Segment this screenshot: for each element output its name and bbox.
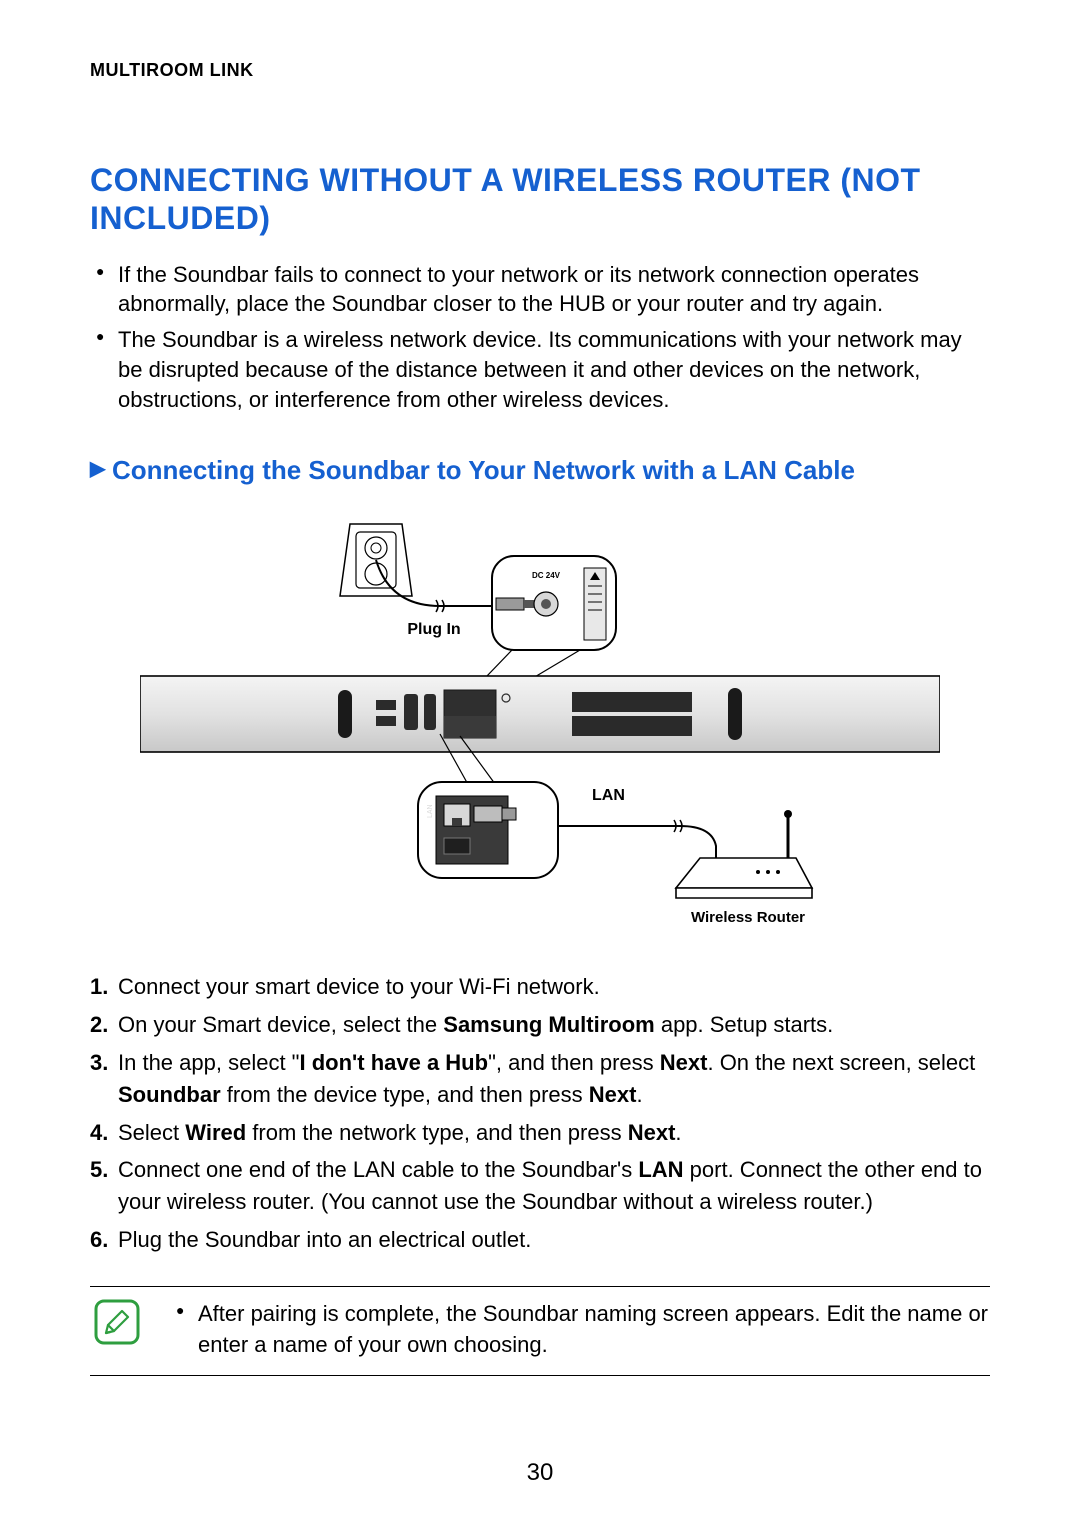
router-label: Wireless Router xyxy=(691,909,805,926)
soundbar-icon xyxy=(140,676,940,752)
intro-bullet: If the Soundbar fails to connect to your… xyxy=(90,260,990,319)
divider xyxy=(90,1375,990,1376)
step-item: 5.Connect one end of the LAN cable to th… xyxy=(90,1154,990,1218)
intro-bullet-list: If the Soundbar fails to connect to your… xyxy=(90,260,990,414)
plug-in-label: Plug In xyxy=(407,621,460,638)
step-item: 3.In the app, select "I don't have a Hub… xyxy=(90,1047,990,1111)
sub-heading: Connecting the Soundbar to Your Network … xyxy=(90,454,990,488)
step-item: 4.Select Wired from the network type, an… xyxy=(90,1117,990,1149)
step-item: 6.Plug the Soundbar into an electrical o… xyxy=(90,1224,990,1256)
page-title: CONNECTING WITHOUT A WIRELESS ROUTER (NO… xyxy=(90,161,990,238)
connection-diagram: DC 24V Plug In xyxy=(140,516,940,941)
dc-port-callout: DC 24V xyxy=(492,556,616,650)
step-item: 1.Connect your smart device to your Wi-F… xyxy=(90,971,990,1003)
page-number: 30 xyxy=(0,1459,1080,1487)
section-header: MULTIROOM LINK xyxy=(90,60,990,81)
lan-label: LAN xyxy=(592,787,625,804)
intro-bullet: The Soundbar is a wireless network devic… xyxy=(90,325,990,414)
note-block: After pairing is complete, the Soundbar … xyxy=(90,1287,990,1375)
wireless-router-icon xyxy=(676,810,812,898)
steps-list: 1.Connect your smart device to your Wi-F… xyxy=(90,971,990,1256)
step-item: 2.On your Smart device, select the Samsu… xyxy=(90,1009,990,1041)
note-pencil-icon xyxy=(94,1299,140,1345)
note-text: After pairing is complete, the Soundbar … xyxy=(170,1299,990,1361)
lan-port-callout: LAN xyxy=(418,782,558,878)
svg-text:LAN: LAN xyxy=(427,804,434,818)
dc-label: DC 24V xyxy=(532,571,561,580)
